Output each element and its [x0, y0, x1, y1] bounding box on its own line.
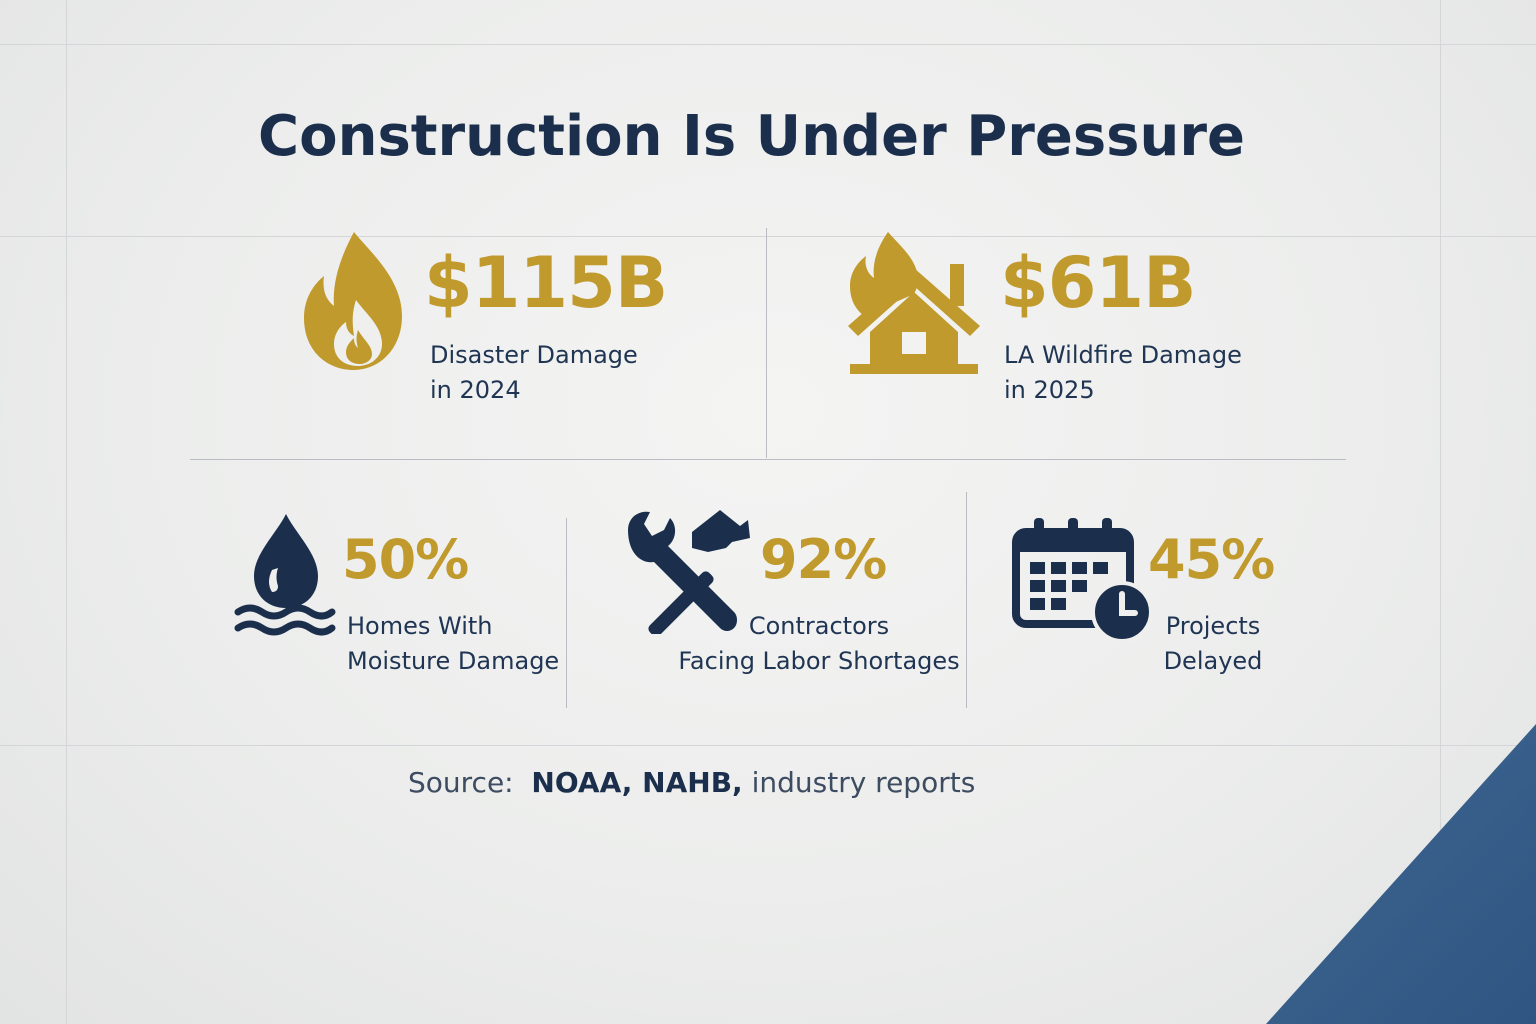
- wrench-hammer-icon: [628, 510, 750, 634]
- stat-label: Homes With Moisture Damage: [347, 612, 560, 675]
- stat-value: 92%: [760, 528, 887, 591]
- background-line: [66, 0, 67, 1024]
- background-line: [0, 745, 1536, 746]
- divider-horizontal: [190, 459, 1346, 460]
- stat-value: 50%: [342, 528, 469, 591]
- stat-value: $61B: [1000, 242, 1196, 324]
- stat-label: LA Wildfire Damage in 2025: [1004, 341, 1242, 404]
- divider-vertical: [766, 228, 767, 458]
- divider-vertical: [966, 492, 967, 708]
- calendar-clock-icon: [1012, 518, 1153, 642]
- stat-value: 45%: [1148, 528, 1275, 591]
- source-orgs: NOAA, NAHB,: [531, 766, 743, 799]
- source-prefix: Source:: [408, 766, 514, 799]
- source-rest: industry reports: [751, 766, 976, 799]
- water-drop-icon: [234, 514, 336, 636]
- flame-icon: [304, 232, 402, 370]
- page-title: Construction Is Under Pressure: [258, 104, 1245, 169]
- stat-label: Contractors Facing Labor Shortages: [678, 612, 960, 675]
- house-fire-icon: [848, 232, 980, 374]
- source-note: Source: NOAA, NAHB, industry reports: [408, 766, 975, 799]
- stat-label: Disaster Damage in 2024: [430, 341, 638, 404]
- stat-label: Projects Delayed: [1163, 612, 1263, 675]
- background-line: [0, 236, 1536, 237]
- stat-value: $115B: [424, 242, 668, 324]
- background-line: [1440, 0, 1441, 1024]
- corner-accent: [1266, 724, 1536, 1024]
- background-line: [0, 44, 1536, 45]
- divider-vertical: [566, 518, 567, 708]
